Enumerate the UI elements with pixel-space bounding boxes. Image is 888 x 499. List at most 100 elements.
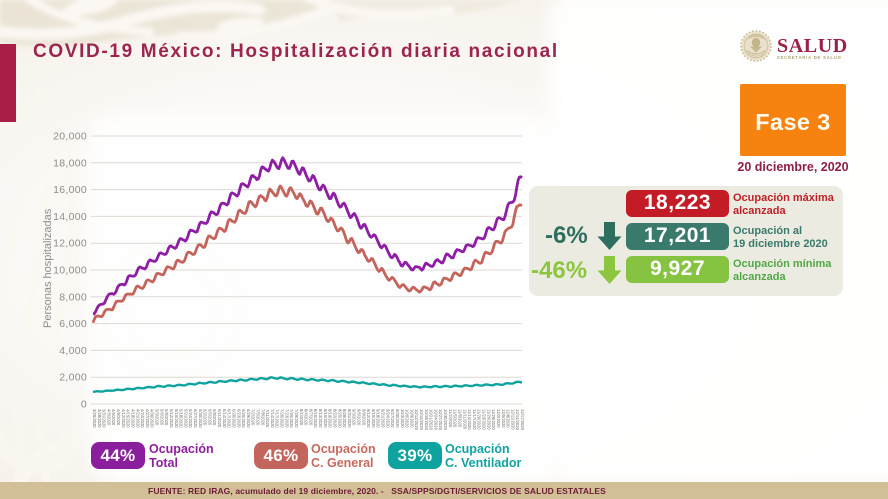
svg-text:5/30/2020: 5/30/2020	[198, 409, 203, 428]
svg-text:10/18/2020: 10/18/2020	[424, 409, 429, 431]
svg-text:9/30/2020: 9/30/2020	[395, 409, 400, 428]
svg-text:5/18/2020: 5/18/2020	[179, 409, 184, 428]
svg-text:5/15/2020: 5/15/2020	[174, 409, 179, 428]
svg-text:11/29/2020: 11/29/2020	[491, 409, 496, 430]
svg-text:10/30/2020: 10/30/2020	[443, 409, 448, 431]
svg-text:4/24/2020: 4/24/2020	[140, 409, 145, 428]
svg-text:8/10/2020: 8/10/2020	[313, 409, 318, 428]
svg-text:9/6/2020: 9/6/2020	[357, 409, 362, 426]
svg-text:6/14/2020: 6/14/2020	[222, 409, 227, 428]
svg-text:SECRETARÍA DE SALUD: SECRETARÍA DE SALUD	[777, 55, 842, 60]
svg-text:9/3/2020: 9/3/2020	[352, 409, 357, 426]
svg-text:8/25/2020: 8/25/2020	[337, 409, 342, 428]
svg-text:8/22/2020: 8/22/2020	[332, 409, 337, 428]
svg-text:8/13/2020: 8/13/2020	[318, 409, 323, 428]
svg-text:Personas hospitalizadas: Personas hospitalizadas	[42, 208, 54, 328]
svg-text:7/29/2020: 7/29/2020	[294, 409, 299, 428]
svg-text:14,000: 14,000	[53, 211, 87, 223]
svg-text:18,000: 18,000	[53, 157, 87, 169]
svg-text:4/21/2020: 4/21/2020	[135, 409, 140, 428]
svg-text:7/14/2020: 7/14/2020	[270, 409, 275, 428]
svg-text:11/14/2020: 11/14/2020	[467, 409, 472, 430]
svg-text:10,000: 10,000	[53, 265, 87, 277]
svg-text:5/24/2020: 5/24/2020	[188, 409, 193, 428]
svg-text:9/18/2020: 9/18/2020	[376, 409, 381, 428]
svg-text:11/20/2020: 11/20/2020	[477, 409, 482, 430]
svg-text:9/15/2020: 9/15/2020	[371, 409, 376, 428]
svg-text:3/25/2020: 3/25/2020	[92, 409, 97, 428]
svg-text:9/24/2020: 9/24/2020	[385, 409, 390, 428]
svg-text:7/23/2020: 7/23/2020	[284, 409, 289, 428]
svg-text:20,000: 20,000	[53, 131, 87, 143]
svg-text:6/20/2020: 6/20/2020	[232, 409, 237, 428]
svg-text:5/12/2020: 5/12/2020	[169, 409, 174, 428]
svg-text:6/11/2020: 6/11/2020	[217, 409, 222, 428]
svg-text:7/17/2020: 7/17/2020	[275, 409, 280, 428]
svg-text:11/17/2020: 11/17/2020	[472, 409, 477, 430]
svg-text:3/31/2020: 3/31/2020	[102, 409, 107, 428]
svg-text:10/15/2020: 10/15/2020	[419, 409, 424, 431]
svg-text:6/5/2020: 6/5/2020	[207, 409, 212, 426]
svg-text:6/23/2020: 6/23/2020	[236, 409, 241, 428]
svg-text:3/28/2020: 3/28/2020	[97, 409, 102, 428]
svg-text:5/6/2020: 5/6/2020	[159, 409, 164, 426]
svg-text:6/29/2020: 6/29/2020	[246, 409, 251, 428]
svg-text:12/2/2020: 12/2/2020	[496, 409, 501, 428]
svg-text:8/28/2020: 8/28/2020	[342, 409, 347, 428]
svg-text:4/3/2020: 4/3/2020	[106, 409, 111, 426]
svg-text:4/9/2020: 4/9/2020	[116, 409, 121, 426]
svg-text:6,000: 6,000	[59, 318, 87, 330]
svg-text:12/14/2020: 12/14/2020	[515, 409, 520, 431]
svg-text:11/2/2020: 11/2/2020	[448, 409, 453, 428]
svg-text:9/21/2020: 9/21/2020	[381, 409, 386, 428]
svg-text:5/3/2020: 5/3/2020	[155, 409, 160, 426]
svg-text:SALUD: SALUD	[777, 35, 848, 57]
svg-text:2,000: 2,000	[59, 372, 87, 384]
svg-text:12/11/2020: 12/11/2020	[510, 409, 515, 430]
svg-text:11/8/2020: 11/8/2020	[458, 409, 463, 428]
svg-text:5/9/2020: 5/9/2020	[164, 409, 169, 426]
svg-text:11/5/2020: 11/5/2020	[453, 409, 458, 428]
svg-text:10/27/2020: 10/27/2020	[438, 409, 443, 431]
svg-text:10/24/2020: 10/24/2020	[433, 409, 438, 431]
svg-text:6/26/2020: 6/26/2020	[241, 409, 246, 428]
svg-text:6/17/2020: 6/17/2020	[227, 409, 232, 428]
svg-text:8/1/2020: 8/1/2020	[299, 409, 304, 426]
svg-text:11/26/2020: 11/26/2020	[486, 409, 491, 430]
svg-text:8/19/2020: 8/19/2020	[328, 409, 333, 428]
svg-text:6/2/2020: 6/2/2020	[203, 409, 208, 426]
svg-text:6/8/2020: 6/8/2020	[212, 409, 217, 426]
svg-text:10/21/2020: 10/21/2020	[429, 409, 434, 431]
svg-text:4/15/2020: 4/15/2020	[126, 409, 131, 428]
svg-text:9/9/2020: 9/9/2020	[361, 409, 366, 426]
svg-text:4/27/2020: 4/27/2020	[145, 409, 150, 428]
svg-text:4/18/2020: 4/18/2020	[131, 409, 136, 428]
svg-text:10/9/2020: 10/9/2020	[409, 409, 414, 428]
svg-text:12,000: 12,000	[53, 238, 87, 250]
svg-text:5/27/2020: 5/27/2020	[193, 409, 198, 428]
svg-text:7/11/2020: 7/11/2020	[265, 409, 270, 428]
svg-text:5/21/2020: 5/21/2020	[183, 409, 188, 428]
svg-text:7/26/2020: 7/26/2020	[289, 409, 294, 428]
svg-text:8,000: 8,000	[59, 291, 87, 303]
svg-text:0: 0	[81, 399, 87, 411]
svg-text:9/12/2020: 9/12/2020	[366, 409, 371, 428]
svg-text:8/4/2020: 8/4/2020	[304, 409, 309, 426]
svg-text:12/8/2020: 12/8/2020	[506, 409, 511, 428]
svg-text:7/20/2020: 7/20/2020	[280, 409, 285, 428]
svg-text:10/6/2020: 10/6/2020	[405, 409, 410, 428]
svg-text:16,000: 16,000	[53, 184, 87, 196]
svg-text:8/31/2020: 8/31/2020	[347, 409, 352, 428]
svg-text:4/30/2020: 4/30/2020	[150, 409, 155, 428]
svg-text:12/17/2020: 12/17/2020	[520, 409, 525, 431]
svg-text:7/2/2020: 7/2/2020	[251, 409, 256, 426]
svg-text:8/7/2020: 8/7/2020	[308, 409, 313, 426]
svg-text:4/12/2020: 4/12/2020	[121, 409, 126, 428]
svg-text:8/16/2020: 8/16/2020	[323, 409, 328, 428]
svg-text:7/5/2020: 7/5/2020	[256, 409, 261, 426]
svg-text:9/27/2020: 9/27/2020	[390, 409, 395, 428]
svg-text:11/23/2020: 11/23/2020	[482, 409, 487, 430]
svg-text:7/8/2020: 7/8/2020	[260, 409, 265, 426]
svg-text:12/5/2020: 12/5/2020	[501, 409, 506, 428]
svg-text:4,000: 4,000	[59, 345, 87, 357]
